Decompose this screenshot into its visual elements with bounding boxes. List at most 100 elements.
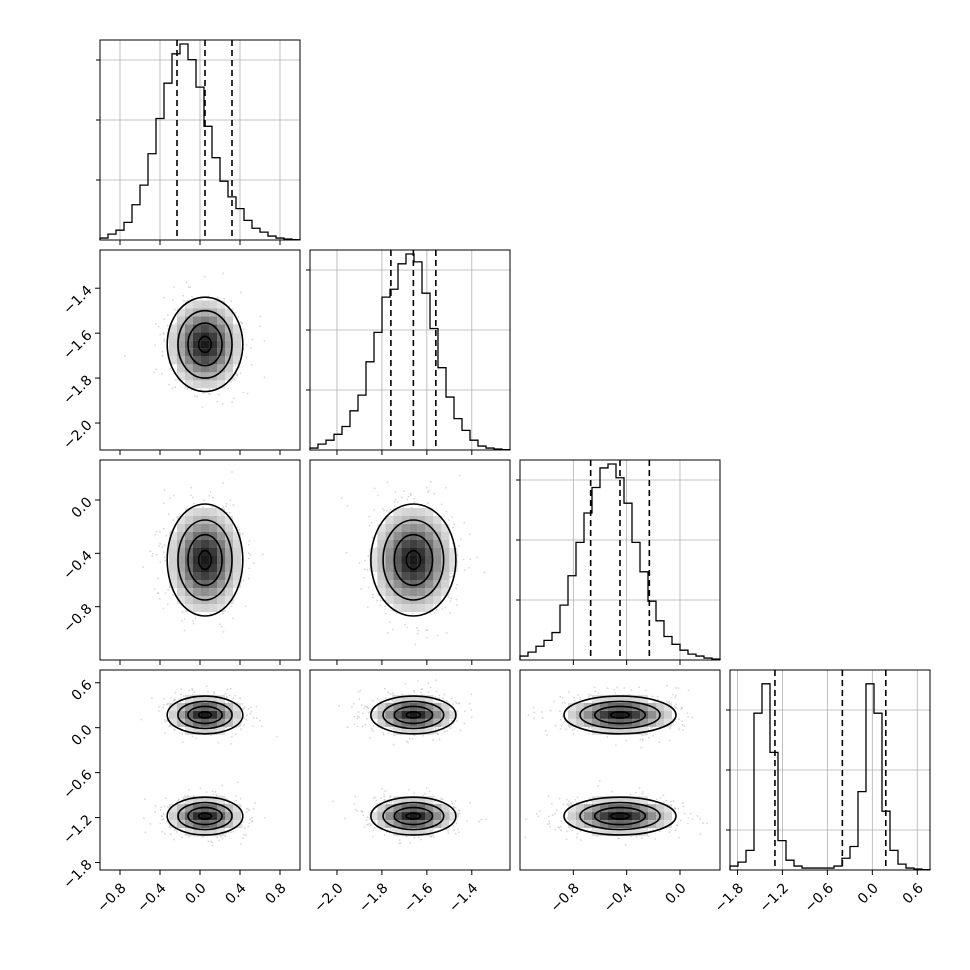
point — [382, 733, 385, 736]
point — [434, 696, 437, 698]
density-cell — [425, 588, 434, 596]
density-cell — [209, 316, 217, 325]
point — [541, 711, 543, 713]
density-cell — [441, 804, 450, 813]
point — [163, 338, 165, 340]
point — [171, 387, 174, 390]
density-cell — [201, 564, 209, 572]
point — [396, 501, 399, 504]
density-cell — [225, 556, 233, 564]
density-cell — [225, 524, 233, 532]
density-cell — [169, 324, 177, 333]
point — [239, 321, 242, 323]
density-cell — [177, 548, 185, 556]
density-cell — [177, 532, 185, 540]
density-cell — [185, 710, 193, 719]
point — [466, 820, 468, 822]
point — [222, 482, 225, 484]
density-cell — [401, 828, 410, 837]
point — [455, 702, 458, 705]
point — [164, 592, 167, 594]
point — [252, 716, 255, 719]
joint-panel-0-2 — [99, 459, 301, 661]
contour-0-3 — [405, 549, 422, 571]
point — [124, 355, 126, 357]
point — [164, 797, 167, 800]
point — [444, 606, 447, 609]
hist-panel-0 — [96, 39, 301, 241]
point — [195, 737, 198, 740]
density-cell — [401, 588, 410, 596]
density-cell — [217, 324, 225, 333]
density-cell — [177, 572, 185, 580]
point — [246, 714, 249, 716]
point — [159, 560, 162, 563]
point — [389, 727, 392, 729]
point — [383, 795, 386, 798]
point — [372, 699, 374, 702]
point — [372, 593, 374, 596]
density-cell — [217, 710, 225, 719]
point — [169, 367, 171, 370]
density-cell — [425, 718, 434, 727]
point — [454, 806, 457, 809]
point — [159, 333, 162, 336]
point — [613, 688, 616, 691]
point — [243, 827, 246, 829]
point — [214, 790, 217, 793]
density-cell — [449, 710, 458, 719]
point — [455, 587, 458, 590]
density-cell — [217, 812, 225, 821]
point — [375, 799, 378, 802]
point — [248, 557, 250, 560]
density-cell — [193, 380, 201, 389]
point — [163, 704, 165, 706]
point — [188, 689, 191, 692]
point — [366, 606, 369, 609]
point — [435, 679, 438, 682]
point — [228, 694, 231, 697]
point — [182, 695, 185, 697]
point — [451, 516, 453, 518]
point — [441, 798, 444, 801]
density-cell — [393, 540, 402, 548]
point — [480, 818, 483, 821]
point — [191, 688, 194, 691]
point — [182, 300, 185, 302]
density-cell — [233, 540, 241, 548]
point — [222, 272, 225, 275]
point — [447, 830, 449, 832]
density-cell — [377, 556, 386, 564]
point — [359, 689, 362, 692]
point — [167, 805, 169, 808]
point — [367, 707, 370, 709]
point — [429, 686, 432, 689]
point — [413, 792, 416, 794]
point — [221, 784, 224, 787]
density-cell — [393, 524, 402, 532]
density-cell — [185, 796, 193, 805]
point — [446, 700, 448, 702]
point — [357, 711, 360, 713]
density-cell — [169, 332, 177, 341]
density-cell — [233, 820, 241, 829]
density-cell — [425, 828, 434, 837]
point — [202, 499, 205, 502]
density-cell — [417, 796, 426, 805]
point — [242, 579, 245, 582]
density-cell — [401, 796, 410, 805]
density-cell — [185, 718, 193, 727]
point — [384, 696, 387, 699]
point — [158, 545, 160, 547]
point — [549, 709, 552, 712]
point — [227, 387, 230, 390]
point — [436, 731, 438, 734]
density-cell — [225, 564, 233, 572]
point — [173, 308, 176, 311]
density-cell — [177, 564, 185, 572]
point — [207, 840, 210, 843]
joint-content-0-2 — [142, 471, 264, 660]
point — [427, 491, 429, 494]
density-cell — [209, 340, 217, 349]
